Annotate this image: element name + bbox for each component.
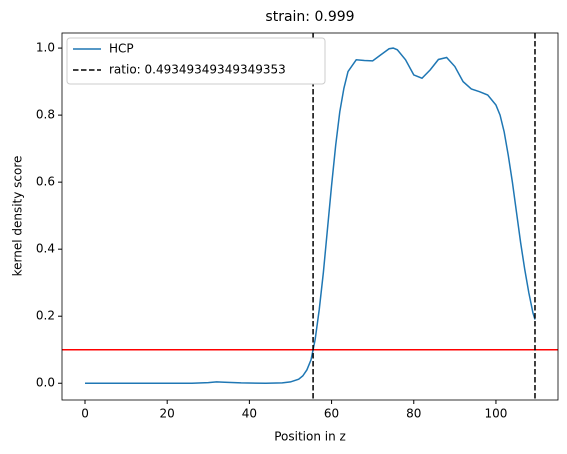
y-tick-label: 0.8 [36,108,55,122]
data-line [85,47,536,384]
chart-title: strain: 0.999 [265,9,354,25]
x-tick-label: 40 [242,407,257,421]
x-tick-label: 100 [484,407,507,421]
y-tick-label: 0.0 [36,376,55,390]
x-axis-label: Position in z [274,430,346,444]
y-tick-label: 0.2 [36,309,55,323]
legend-label: HCP [109,42,134,56]
y-tick-label: 0.4 [36,242,55,256]
legend-box [66,37,326,85]
x-tick-label: 0 [81,407,89,421]
x-tick-label: 80 [406,407,421,421]
legend-label: ratio: 0.49349349349349353 [109,63,286,77]
y-tick-label: 0.6 [36,175,55,189]
y-axis-label: kernel density score [11,156,25,277]
x-tick-label: 20 [160,407,175,421]
x-tick-label: 60 [324,407,339,421]
plot-frame [61,32,559,401]
y-tick-label: 1.0 [36,41,55,55]
